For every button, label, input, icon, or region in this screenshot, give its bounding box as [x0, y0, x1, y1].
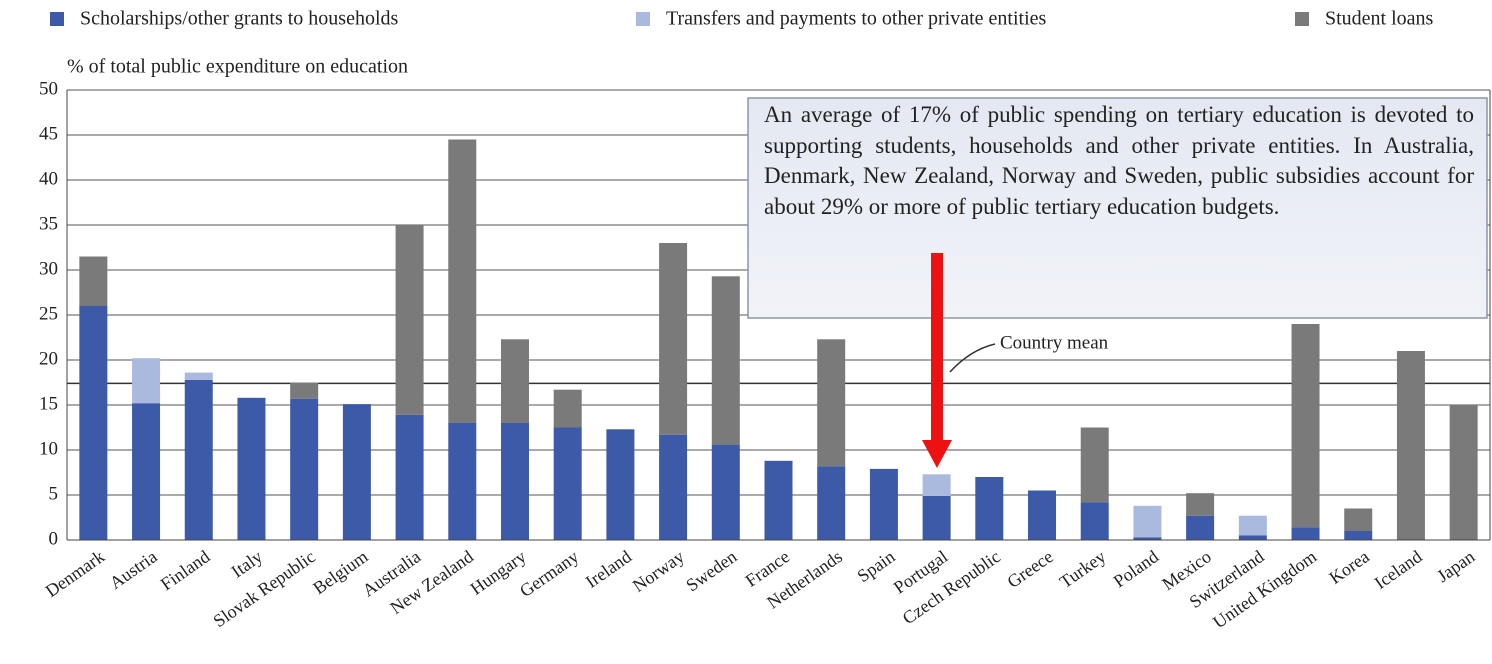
legend-label: Student loans — [1325, 8, 1434, 30]
bar-segment — [184, 372, 213, 380]
x-tick-label: Slovak Republic — [209, 546, 318, 631]
x-tick-label: Germany — [516, 546, 582, 601]
bar-segment — [1186, 493, 1215, 516]
bar-segment — [132, 358, 161, 404]
bar-segment — [817, 339, 846, 467]
x-tick-label: Korea — [1325, 546, 1373, 588]
bar-segment — [1080, 427, 1109, 503]
bar-segment — [290, 398, 319, 540]
bar-segment — [764, 460, 793, 540]
y-tick-label: 5 — [49, 483, 59, 504]
bar-segment — [500, 423, 529, 540]
legend-swatch — [1295, 12, 1309, 26]
bar-segment — [1133, 505, 1162, 538]
bar-segment — [448, 423, 477, 540]
y-tick-label: 15 — [39, 393, 58, 414]
bar-segment — [79, 256, 108, 306]
x-tick-label: Austria — [106, 546, 161, 593]
bar-segment — [1080, 502, 1109, 540]
y-tick-label: 10 — [39, 438, 58, 459]
bar-segment — [1186, 515, 1215, 540]
bar-segment — [659, 243, 688, 435]
bar-segment — [1028, 490, 1057, 540]
bar-segment — [553, 389, 582, 428]
bar-segment — [553, 427, 582, 540]
bar-segment — [448, 139, 477, 423]
annotation-wrap: An average of 17% of public spending on … — [764, 102, 1474, 219]
y-tick-label: 40 — [39, 168, 58, 189]
bar-segment — [1344, 508, 1373, 531]
bar-segment — [1238, 535, 1267, 540]
bar-segment — [1291, 324, 1320, 528]
x-tick-label: Sweden — [682, 546, 740, 595]
bar-segment — [1396, 351, 1425, 540]
bar-segment — [869, 468, 898, 540]
bar-segment — [500, 339, 529, 423]
bar-segment — [184, 379, 213, 540]
x-tick-label: Greece — [1003, 546, 1056, 592]
bar-segment — [342, 404, 371, 540]
bar-segment — [606, 429, 635, 540]
y-tick-label: 50 — [39, 78, 58, 99]
x-tick-label: Denmark — [42, 546, 108, 601]
y-tick-label: 25 — [39, 303, 58, 324]
y-tick-label: 0 — [49, 528, 59, 549]
legend-swatch — [636, 12, 650, 26]
bar-segment — [659, 434, 688, 540]
legend-label: Scholarships/other grants to households — [80, 8, 399, 30]
x-tick-label: Turkey — [1056, 546, 1110, 592]
bar-segment — [1449, 405, 1478, 540]
bar-segment — [395, 225, 424, 415]
x-tick-label: Norway — [629, 546, 688, 596]
x-tick-label: Ireland — [582, 546, 635, 592]
x-tick-label: Iceland — [1371, 546, 1426, 593]
bar-segment — [132, 403, 161, 540]
bar-segment — [817, 466, 846, 540]
bar-segment — [922, 474, 951, 496]
x-tick-label: Italy — [228, 546, 267, 581]
red-arrow-head — [922, 440, 952, 468]
x-tick-label: Poland — [1110, 546, 1162, 591]
bar-segment — [1344, 531, 1373, 540]
bar-segment — [975, 477, 1004, 540]
y-tick-label: 35 — [39, 213, 58, 234]
bar-segment — [237, 397, 266, 540]
y-tick-label: 30 — [39, 258, 58, 279]
legend-swatch — [50, 12, 64, 26]
bar-segment — [395, 414, 424, 540]
annotation-box — [747, 97, 1488, 319]
red-arrow-shaft — [931, 253, 943, 443]
bar-segment — [1238, 515, 1267, 536]
bar-segment — [922, 495, 951, 540]
bar-segment — [711, 276, 740, 445]
mean-label: Country mean — [1000, 332, 1109, 353]
bar-segment — [1291, 527, 1320, 540]
y-axis-label: % of total public expenditure on educati… — [67, 56, 408, 78]
x-tick-label: Japan — [1433, 546, 1478, 586]
mean-pointer — [949, 343, 996, 373]
bar-segment — [711, 444, 740, 540]
bar-segment — [79, 306, 108, 540]
x-tick-label: Finland — [157, 546, 214, 594]
annotation-text: An average of 17% of public spending on … — [764, 102, 1474, 219]
bar-segment — [290, 382, 319, 399]
y-tick-label: 45 — [39, 123, 58, 144]
y-tick-label: 20 — [39, 348, 58, 369]
legend-label: Transfers and payments to other private … — [666, 8, 1047, 30]
bar-segment — [1133, 537, 1162, 540]
